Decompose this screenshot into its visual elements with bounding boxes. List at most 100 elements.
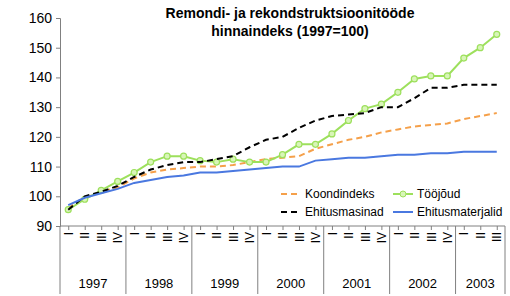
x-tick-label: III — [425, 232, 439, 242]
x-tick-label: III — [490, 232, 504, 242]
x-tick-mark — [85, 226, 86, 230]
legend-label: Koondindeks — [305, 187, 374, 201]
y-tick: 90 — [36, 218, 60, 234]
marker — [362, 106, 368, 112]
x-tick: II — [78, 226, 92, 239]
x-tick: III — [293, 226, 307, 242]
x-tick-label: II — [210, 232, 224, 239]
marker — [181, 153, 187, 159]
x-tick-label: III — [95, 232, 109, 242]
x-tick: II — [144, 226, 158, 239]
y-tick-mark — [56, 226, 60, 227]
marker — [131, 170, 137, 176]
x-tick-label: I — [392, 232, 406, 235]
x-tick-mark — [315, 226, 316, 230]
series-line — [68, 152, 497, 205]
x-tick-mark — [398, 226, 399, 230]
marker — [115, 178, 121, 184]
legend-item: Tööjõud — [393, 187, 460, 201]
y-tick-label: 90 — [36, 218, 52, 234]
x-tick-mark — [151, 226, 152, 230]
title-line: Remondi- ja rekondstruktsioonitööde — [166, 5, 415, 21]
x-tick-label: IV — [177, 232, 191, 243]
x-tick-mark — [233, 226, 234, 230]
plot-area — [65, 31, 500, 212]
x-tick: I — [326, 226, 340, 235]
group-label: 1998 — [144, 276, 173, 291]
marker — [345, 118, 351, 124]
x-tick: III — [490, 226, 504, 242]
x-tick: I — [260, 226, 274, 235]
x-tick-label: III — [293, 232, 307, 242]
legend-item: Ehitusmasinad — [281, 205, 384, 219]
title: Remondi- ja rekondstruktsioonitöödehinna… — [166, 5, 415, 39]
series-line — [68, 113, 497, 208]
legend-label: Ehitusmasinad — [305, 205, 384, 219]
y-tick-mark — [56, 137, 60, 138]
marker — [296, 141, 302, 147]
legend-label: Tööjõud — [417, 187, 460, 201]
x-tick-mark — [167, 226, 168, 230]
marker — [164, 153, 170, 159]
x-tick-mark — [381, 226, 382, 230]
y-tick-label: 120 — [29, 129, 53, 145]
x-tick: IV — [375, 226, 389, 243]
group-separator — [60, 226, 61, 294]
y-tick-label: 150 — [29, 40, 53, 56]
x-tick-label: I — [62, 232, 76, 235]
x-tick-label: II — [144, 232, 158, 239]
marker — [444, 73, 450, 79]
x-tick: IV — [111, 226, 125, 243]
marker — [461, 55, 467, 61]
x-tick-label: IV — [441, 232, 455, 243]
marker — [428, 73, 434, 79]
group-separator — [323, 226, 324, 294]
x-tick-label: III — [359, 232, 373, 242]
x-tick-label: I — [260, 232, 274, 235]
x-tick-label: IV — [111, 232, 125, 243]
x-tick-label: III — [161, 232, 175, 242]
x-tick-mark — [348, 226, 349, 230]
group-label: 2000 — [276, 276, 305, 291]
x-tick: IV — [177, 226, 191, 243]
x-tick: III — [95, 226, 109, 242]
series-line — [68, 34, 497, 209]
series-line — [68, 85, 497, 210]
x-tick-mark — [101, 226, 102, 230]
x-tick-mark — [217, 226, 218, 230]
y-axis: 90 100 110 120 130 140 150 160 — [29, 10, 61, 234]
chart: 90100110120130140150160IIIIIIIVIIIIIIIVI… — [0, 0, 510, 296]
x-tick-label: II — [276, 232, 290, 239]
marker — [148, 159, 154, 165]
x-tick-mark — [299, 226, 300, 230]
legend-item: Koondindeks — [281, 187, 374, 201]
x-axis: IIIIIIIVIIIIIIIVIIIIIIIVIIIIIIIVIIIIIIIV… — [60, 226, 505, 243]
x-tick-mark — [365, 226, 366, 230]
x-tick-label: I — [326, 232, 340, 235]
x-tick: II — [210, 226, 224, 239]
y-tick: 160 — [29, 10, 60, 26]
x-tick-mark — [134, 226, 135, 230]
group-label: 2003 — [466, 276, 495, 291]
y-tick-label: 160 — [29, 10, 53, 26]
y-tick: 150 — [29, 40, 60, 56]
x-tick-label: II — [474, 232, 488, 239]
x-tick-mark — [332, 226, 333, 230]
x-tick-label: IV — [243, 232, 257, 243]
legend-swatch — [281, 211, 301, 213]
y-tick: 110 — [30, 159, 60, 175]
y-tick-label: 140 — [29, 69, 53, 85]
x-tick: II — [276, 226, 290, 239]
legend-label: Ehitusmaterjalid — [417, 205, 502, 219]
y-tick-mark — [56, 18, 60, 19]
x-tick-mark — [200, 226, 201, 230]
x-tick-label: I — [457, 232, 471, 235]
y-tick-label: 100 — [29, 188, 53, 204]
group-separator — [389, 226, 390, 294]
y-tick-mark — [56, 77, 60, 78]
y-tick-mark — [56, 107, 60, 108]
group-separator — [191, 226, 192, 294]
x-tick: II — [342, 226, 356, 239]
x-tick-label: II — [342, 232, 356, 239]
y-tick-label: 130 — [29, 99, 53, 115]
